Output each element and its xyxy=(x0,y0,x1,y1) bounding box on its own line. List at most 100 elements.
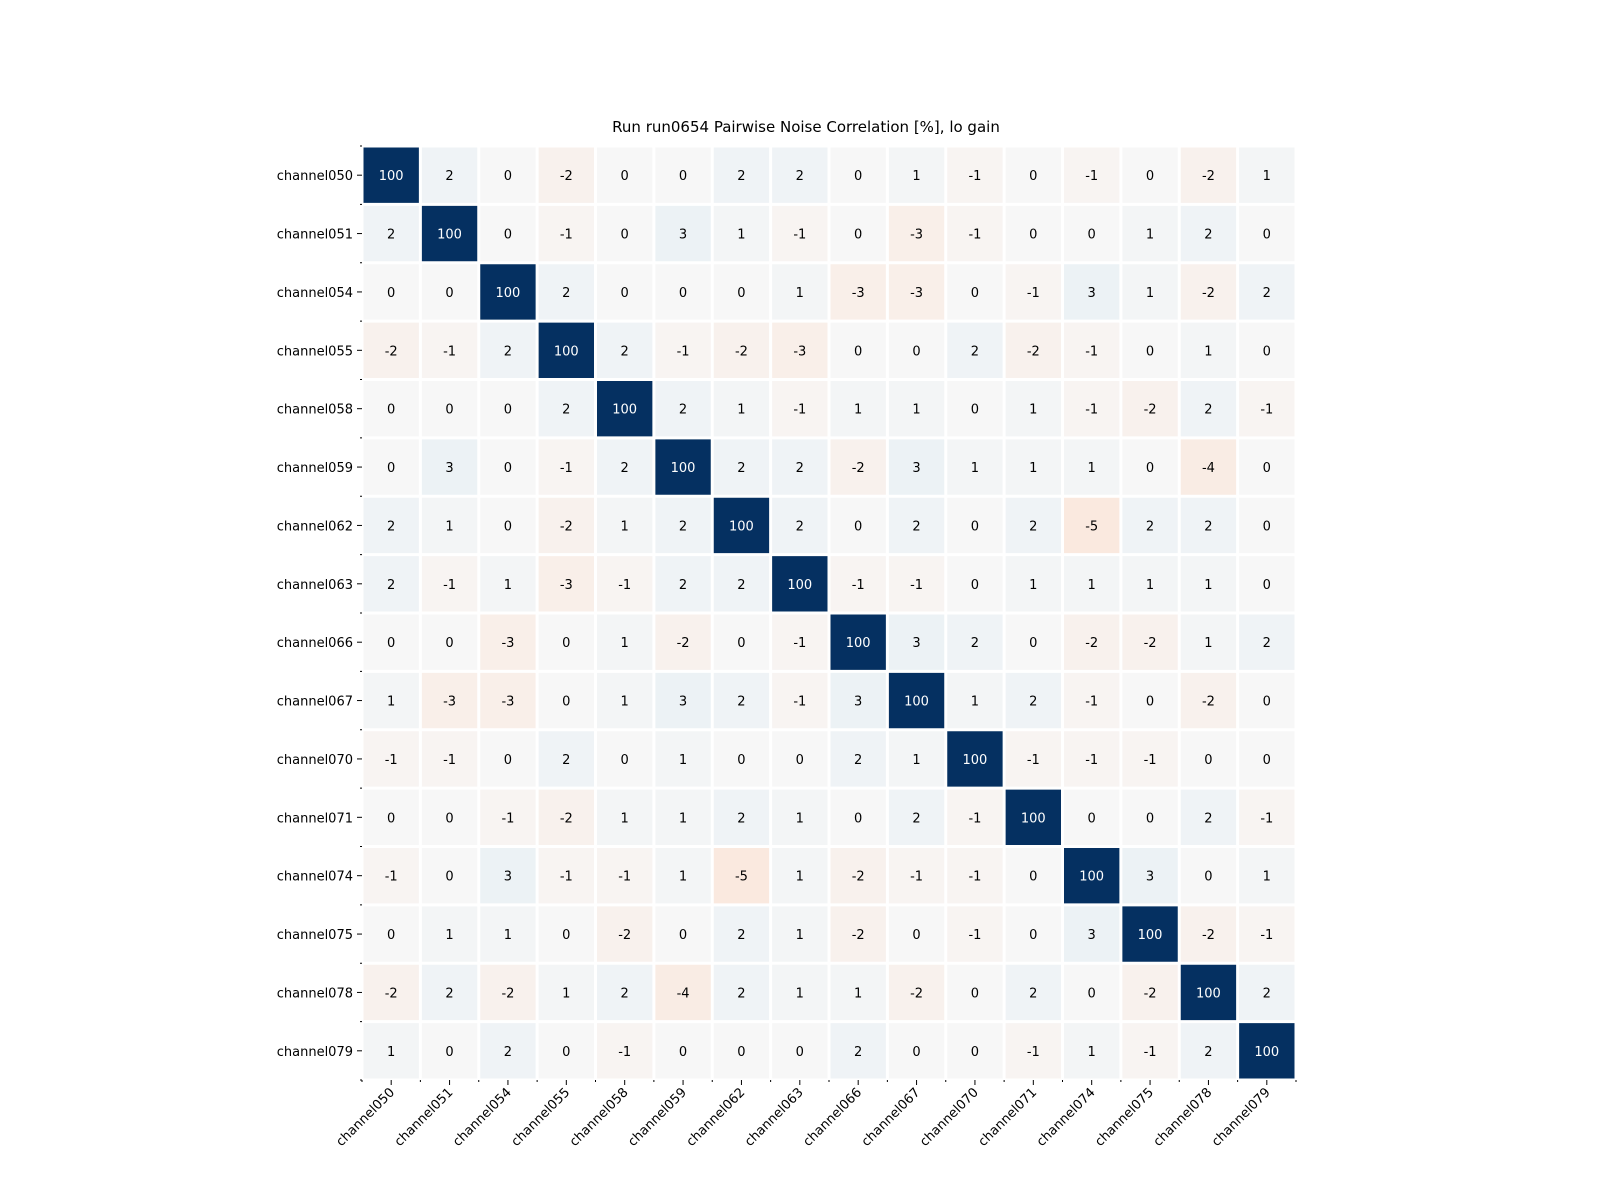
cell-value-label: -1 xyxy=(1027,753,1040,768)
heatmap-cell-channel075-channel067 xyxy=(888,906,945,962)
y-tick-label-channel055: channel055 xyxy=(277,344,353,359)
cell-value-label: 2 xyxy=(1263,636,1271,651)
heatmap-cell-channel059-channel071 xyxy=(1005,439,1061,495)
cell-value-label: -1 xyxy=(618,870,631,885)
cell-value-label: 0 xyxy=(562,695,570,710)
heatmap-cell-channel079-channel062 xyxy=(713,1023,770,1079)
cell-value-label: 1 xyxy=(796,811,804,826)
cell-value-label: 0 xyxy=(679,169,687,184)
cell-value-label: 2 xyxy=(387,578,395,593)
cell-value-label: 3 xyxy=(912,461,920,476)
heatmap-cell-channel063-channel071 xyxy=(1005,556,1061,612)
heatmap-cell-channel066-channel074 xyxy=(1064,614,1120,670)
x-tick-label-channel054: channel054 xyxy=(450,1085,515,1150)
heatmap-cell-channel063-channel075 xyxy=(1122,556,1178,612)
heatmap-cell-channel059-channel051 xyxy=(421,439,478,495)
heatmap-cell-channel075-channel058 xyxy=(597,906,653,962)
cell-value-label: 0 xyxy=(1263,461,1271,476)
heatmap-cell-channel063-channel054 xyxy=(480,556,536,612)
y-tick-label-channel075: channel075 xyxy=(277,928,353,943)
heatmap-cell-channel078-channel062 xyxy=(713,964,770,1021)
cell-value-label: 0 xyxy=(1029,228,1037,243)
heatmap-cell-channel058-channel054 xyxy=(480,381,536,437)
heatmap-cell-channel074-channel067 xyxy=(888,848,945,904)
heatmap-cell-channel055-channel079 xyxy=(1239,322,1295,378)
cell-value-label: -2 xyxy=(1027,344,1040,359)
cell-value-label: 0 xyxy=(971,578,979,593)
cell-value-label: 2 xyxy=(854,1045,862,1060)
heatmap-cell-channel062-channel051 xyxy=(421,497,478,554)
cell-value-label: 2 xyxy=(621,461,629,476)
cell-value-label: -1 xyxy=(1144,753,1157,768)
heatmap-cell-channel071-channel062 xyxy=(713,789,770,845)
cell-value-label: 0 xyxy=(854,228,862,243)
heatmap-cell-channel050-channel051 xyxy=(421,147,478,203)
heatmap-cell-channel075-channel066 xyxy=(830,906,886,962)
heatmap-cell-channel066-channel063 xyxy=(772,614,828,670)
heatmap-cell-channel067-channel071 xyxy=(1005,672,1061,729)
heatmap-cell-channel070-channel067 xyxy=(888,731,945,787)
heatmap-cell-channel079-channel078 xyxy=(1180,1023,1237,1079)
heatmap-cell-channel062-channel058 xyxy=(597,497,653,554)
cell-value-label: 2 xyxy=(1029,519,1037,534)
y-tick-label-channel059: channel059 xyxy=(277,461,353,476)
heatmap-cell-channel078-channel050 xyxy=(363,964,419,1021)
x-tick-label-channel063: channel063 xyxy=(742,1085,807,1150)
heatmap-cell-channel054-channel074 xyxy=(1064,264,1120,320)
cell-value-label: 0 xyxy=(679,286,687,301)
cell-value-label: 3 xyxy=(504,870,512,885)
cell-value-label: 0 xyxy=(854,811,862,826)
heatmap-cell-channel067-channel079 xyxy=(1239,672,1295,729)
heatmap-cell-channel071-channel063 xyxy=(772,789,828,845)
cell-value-label: 2 xyxy=(1204,403,1212,418)
cell-value-label: 100 xyxy=(729,519,754,534)
cell-value-label: 2 xyxy=(1204,811,1212,826)
cell-value-label: -3 xyxy=(793,344,806,359)
y-tick-label-channel050: channel050 xyxy=(277,169,353,184)
cell-value-label: -3 xyxy=(501,636,514,651)
cell-value-label: 1 xyxy=(796,286,804,301)
cell-value-label: 100 xyxy=(1138,928,1163,943)
cell-value-label: -5 xyxy=(735,870,748,885)
heatmap-cell-channel071-channel067 xyxy=(888,789,945,845)
cell-value-label: 1 xyxy=(504,928,512,943)
cell-value-label: 1 xyxy=(1088,461,1096,476)
heatmap-cell-channel075-channel078 xyxy=(1180,906,1237,962)
heatmap-cell-channel074-channel059 xyxy=(655,848,711,904)
heatmap-cell-channel062-channel071 xyxy=(1005,497,1061,554)
cell-value-label: 1 xyxy=(1204,344,1212,359)
cell-value-label: -2 xyxy=(501,986,514,1001)
cell-value-label: 2 xyxy=(737,695,745,710)
heatmap-cell-channel066-channel071 xyxy=(1005,614,1061,670)
heatmap-cell-channel070-channel078 xyxy=(1180,731,1237,787)
cell-value-label: 2 xyxy=(737,986,745,1001)
heatmap-cell-channel075-channel070 xyxy=(947,906,1003,962)
cell-value-label: 1 xyxy=(737,403,745,418)
heatmap-cell-channel054-channel059 xyxy=(655,264,711,320)
heatmap-cell-channel063-channel050 xyxy=(363,556,419,612)
y-tick-label-channel066: channel066 xyxy=(277,636,353,651)
x-tick-label-channel058: channel058 xyxy=(567,1085,632,1150)
y-tick-label-channel071: channel071 xyxy=(277,811,353,826)
cell-value-label: 1 xyxy=(912,753,920,768)
heatmap-cell-channel079-channel055 xyxy=(538,1023,594,1079)
heatmap-cell-channel075-channel062 xyxy=(713,906,770,962)
cell-value-label: 0 xyxy=(1029,870,1037,885)
cell-value-label: 0 xyxy=(854,344,862,359)
heatmap-cell-channel074-channel071 xyxy=(1005,848,1061,904)
cell-value-label: 0 xyxy=(504,519,512,534)
heatmap-cell-channel058-channel066 xyxy=(830,381,886,437)
heatmap-cell-channel070-channel051 xyxy=(421,731,478,787)
cell-value-label: 3 xyxy=(1146,870,1154,885)
cell-value-label: 0 xyxy=(1146,811,1154,826)
heatmap-cell-channel071-channel054 xyxy=(480,789,536,845)
heatmap-cell-channel062-channel062 xyxy=(713,497,770,554)
heatmap-cell-channel055-channel058 xyxy=(597,322,653,378)
heatmap-cell-channel054-channel063 xyxy=(772,264,828,320)
cell-value-label: 3 xyxy=(679,695,687,710)
x-tick-label-channel074: channel074 xyxy=(1034,1085,1099,1150)
heatmap-cell-channel055-channel063 xyxy=(772,322,828,378)
heatmap-cell-channel055-channel054 xyxy=(480,322,536,378)
heatmap-cell-channel079-channel071 xyxy=(1005,1023,1061,1079)
heatmap-cell-channel054-channel078 xyxy=(1180,264,1237,320)
